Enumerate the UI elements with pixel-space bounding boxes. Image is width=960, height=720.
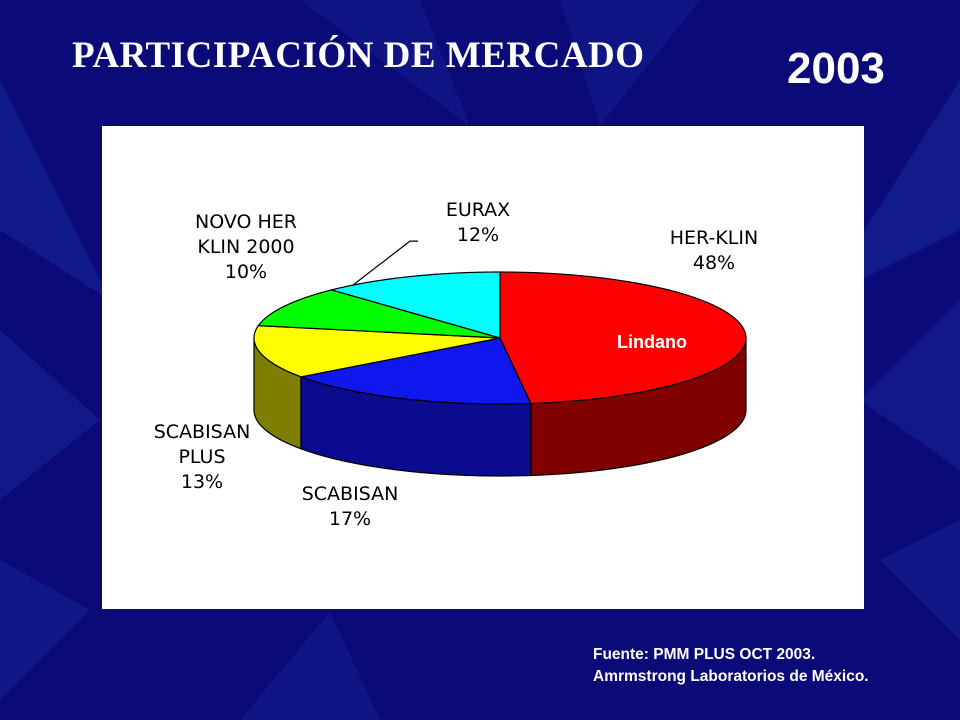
lindano-annotation: Lindano <box>617 332 687 352</box>
data-label-line: 17% <box>329 508 371 530</box>
data-label-scabisan: SCABISAN 17% <box>302 483 399 530</box>
data-label-line: 12% <box>457 224 499 246</box>
data-label-novo-her-klin-2000: NOVO HER KLIN 2000 10% <box>195 211 297 283</box>
pie-top-faces <box>253 271 747 405</box>
data-label-line: HER-KLIN <box>670 227 758 249</box>
source-line-1: Fuente: PMM PLUS OCT 2003. <box>593 646 816 663</box>
data-label-eurax: EURAX 12% <box>446 199 510 246</box>
data-label-line: NOVO HER <box>195 211 297 233</box>
data-label-line: KLIN 2000 <box>197 236 294 258</box>
pie-slice-scabisan-plus <box>253 325 501 378</box>
pie-slice-her-klin <box>499 271 747 405</box>
data-label-line: 48% <box>693 252 735 274</box>
pie-slice-novo-her-klin-2000 <box>257 289 501 339</box>
data-label-line: 10% <box>225 261 267 283</box>
pie-slice-scabisan <box>300 337 532 405</box>
data-label-line: 13% <box>181 471 223 493</box>
slide-year: 2003 <box>787 44 885 93</box>
data-label-line: EURAX <box>446 199 510 221</box>
data-label-line: SCABISAN <box>154 421 251 443</box>
data-label-scabisan-plus: SCABISAN PLUS 13% <box>154 421 251 493</box>
data-label-line: SCABISAN <box>302 483 399 505</box>
pie-side-walls <box>253 337 747 477</box>
data-label-her-klin: HER-KLIN 48% <box>670 227 758 274</box>
pie-data-labels: HER-KLIN 48% SCABISAN 17% SCABISAN PLUS 13% NOV… <box>154 199 759 530</box>
market-share-pie-chart: HER-KLIN 48% SCABISAN 17% SCABISAN PLUS 13% NOV… <box>154 199 759 530</box>
source-line-2: Amrmstrong Laboratorios de México. <box>593 668 869 685</box>
chart-panel: HER-KLIN 48% SCABISAN 17% SCABISAN PLUS 13% NOV… <box>102 126 864 609</box>
data-label-line: PLUS <box>178 446 225 468</box>
eurax-leader-line <box>352 240 418 286</box>
source-note: Fuente: PMM PLUS OCT 2003. Amrmstrong La… <box>593 644 869 688</box>
slide-title: PARTICIPACIÓN DE MERCADO <box>72 35 645 76</box>
